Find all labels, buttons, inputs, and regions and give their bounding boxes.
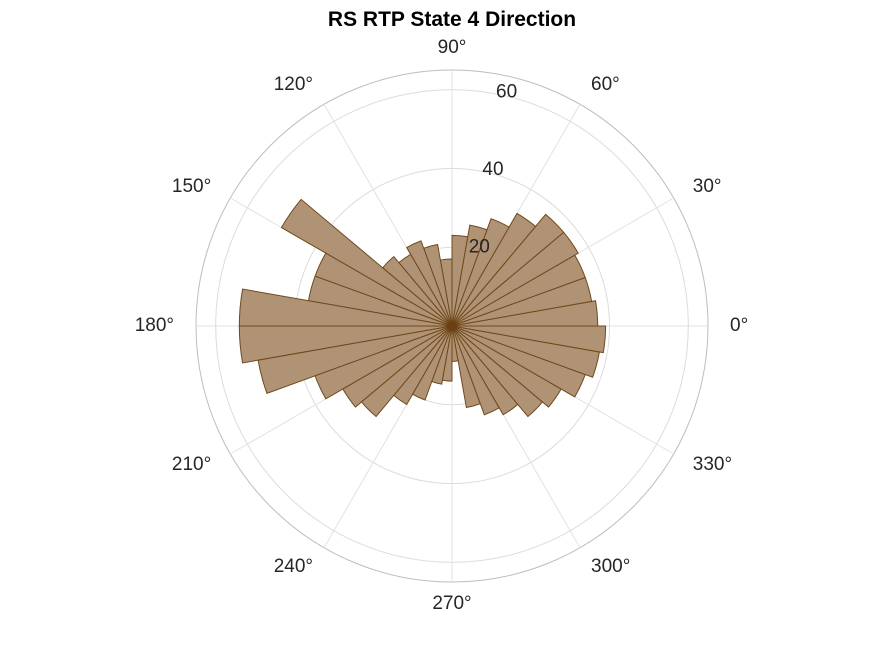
- histogram-bin-195: [257, 325, 453, 394]
- radial-tick-label-20: 20: [469, 236, 490, 257]
- histogram-bin-265: [441, 325, 453, 382]
- angle-tick-label-150: 150°: [172, 176, 211, 197]
- angle-tick-label-30: 30°: [693, 176, 722, 197]
- histogram-bin-65: [451, 218, 510, 327]
- angle-tick-label-270: 270°: [432, 593, 471, 614]
- histogram-bin-355: [451, 325, 607, 354]
- polar-origin-dot: [447, 321, 457, 331]
- histogram-bin-55: [451, 212, 537, 327]
- angle-tick-label-330: 330°: [693, 454, 732, 475]
- histogram-bin-45: [451, 213, 565, 327]
- angle-tick-label-300: 300°: [591, 556, 630, 577]
- angle-tick-label-60: 60°: [591, 74, 620, 95]
- histogram-bin-215: [342, 325, 453, 408]
- histogram-bin-205: [314, 325, 453, 400]
- histogram-bin-145: [280, 198, 453, 327]
- angle-tick-label-90: 90°: [438, 37, 467, 58]
- histogram-bin-255: [431, 325, 453, 385]
- angle-tick-label-240: 240°: [274, 556, 313, 577]
- histogram-bin-225: [360, 325, 453, 418]
- histogram-bin-85: [451, 234, 469, 327]
- histogram-bin-245: [411, 325, 453, 401]
- angle-tick-label-180: 180°: [135, 315, 174, 336]
- histogram-bin-235: [393, 325, 453, 406]
- histogram-bin-115: [406, 240, 453, 327]
- radial-tick-label-60: 60: [496, 81, 517, 102]
- angle-tick-label-120: 120°: [274, 74, 313, 95]
- chart-title: RS RTP State 4 Direction: [328, 8, 576, 31]
- histogram-bin-75: [451, 224, 488, 327]
- radial-tick-label-40: 40: [482, 159, 503, 180]
- angle-tick-label-210: 210°: [172, 454, 211, 475]
- radial-tick-labels: 20 40 60: [469, 81, 517, 257]
- histogram-wedges: [238, 198, 607, 418]
- angle-tick-label-0: 0°: [730, 315, 748, 336]
- angle-tick-labels: 0° 30° 60° 90° 120° 150° 180° 210° 240° 270° 300° 3…: [135, 37, 748, 614]
